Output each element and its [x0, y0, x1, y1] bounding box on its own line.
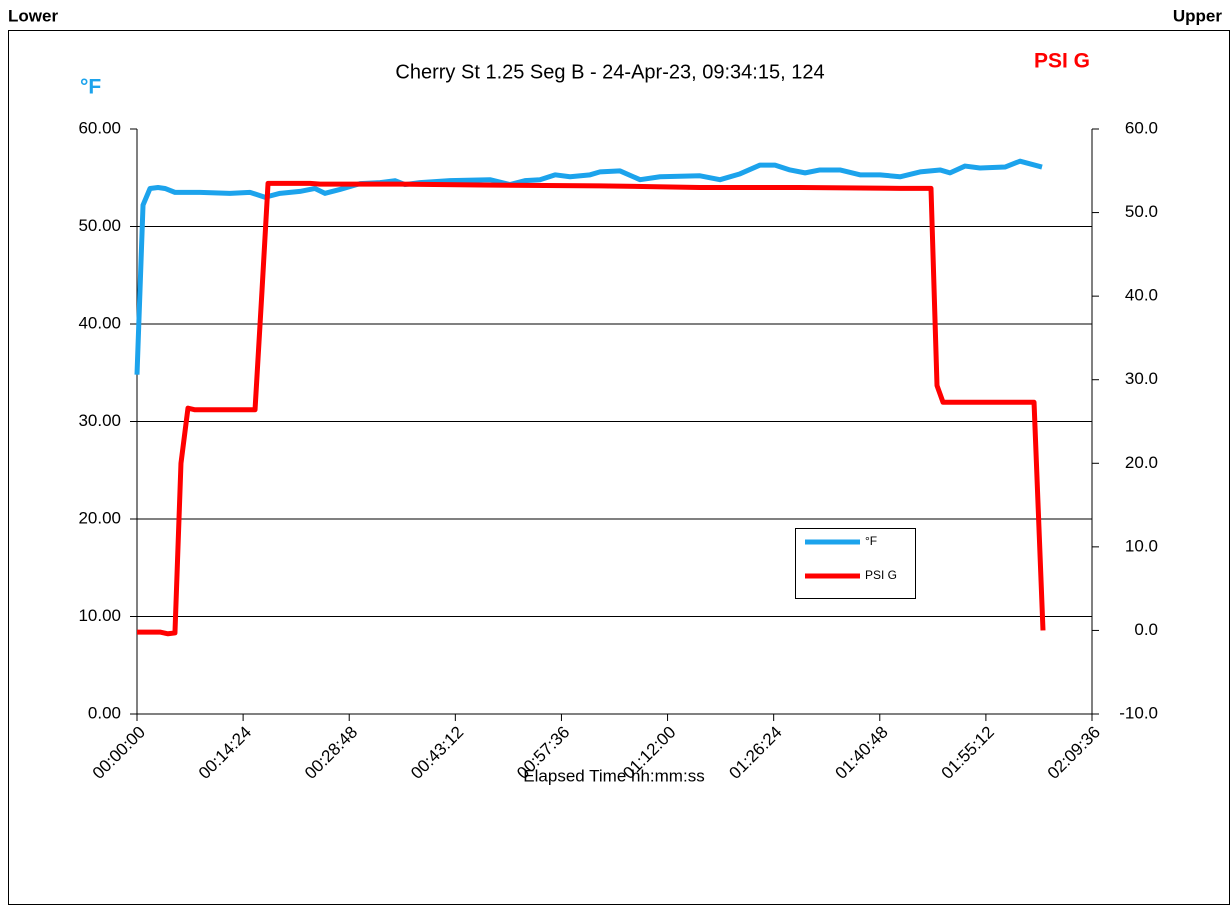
y2-tick-label: 0.0	[1134, 620, 1158, 639]
x-tick-label: 01:26:24	[725, 723, 785, 783]
series-line	[134, 158, 1043, 375]
y2-tick-label: -10.0	[1119, 703, 1158, 722]
y-tick-label: 50.00	[78, 216, 121, 235]
x-axis-label: Elapsed Time hh:mm:ss	[523, 766, 704, 785]
y2-tick-label: 30.0	[1125, 369, 1158, 388]
y2-tick-label: 40.0	[1125, 286, 1158, 305]
x-tick-label: 00:28:48	[301, 723, 361, 783]
x-tick-label: 01:40:48	[832, 723, 892, 783]
chart-title: Cherry St 1.25 Seg B - 24-Apr-23, 09:34:…	[395, 61, 824, 83]
header-left: Lower	[8, 6, 58, 25]
y2-tick-label: 50.0	[1125, 202, 1158, 221]
y-tick-label: 0.00	[88, 703, 121, 722]
y-tick-label: 10.00	[78, 606, 121, 625]
header-right: Upper	[1173, 6, 1223, 25]
legend-box	[795, 528, 916, 599]
x-tick-label: 00:43:12	[407, 723, 467, 783]
y-tick-label: 20.00	[78, 508, 121, 527]
legend-label: °F	[865, 534, 877, 548]
x-tick-label: 00:00:00	[89, 723, 149, 783]
x-tick-label: 00:14:24	[195, 723, 255, 783]
y2-tick-label: 60.0	[1125, 118, 1158, 137]
y2-tick-label: 20.0	[1125, 453, 1158, 472]
legend-label: PSI G	[865, 568, 897, 582]
y-tick-label: 60.00	[78, 118, 121, 137]
y-axis-label: °F	[80, 76, 101, 99]
y2-tick-label: 10.0	[1125, 536, 1158, 555]
x-tick-label: 02:09:36	[1044, 723, 1104, 783]
series-line	[137, 180, 1046, 637]
y-tick-label: 30.00	[78, 411, 121, 430]
y-tick-label: 40.00	[78, 313, 121, 332]
x-tick-label: 01:55:12	[938, 723, 998, 783]
y2-axis-label: PSI G	[1034, 50, 1090, 73]
